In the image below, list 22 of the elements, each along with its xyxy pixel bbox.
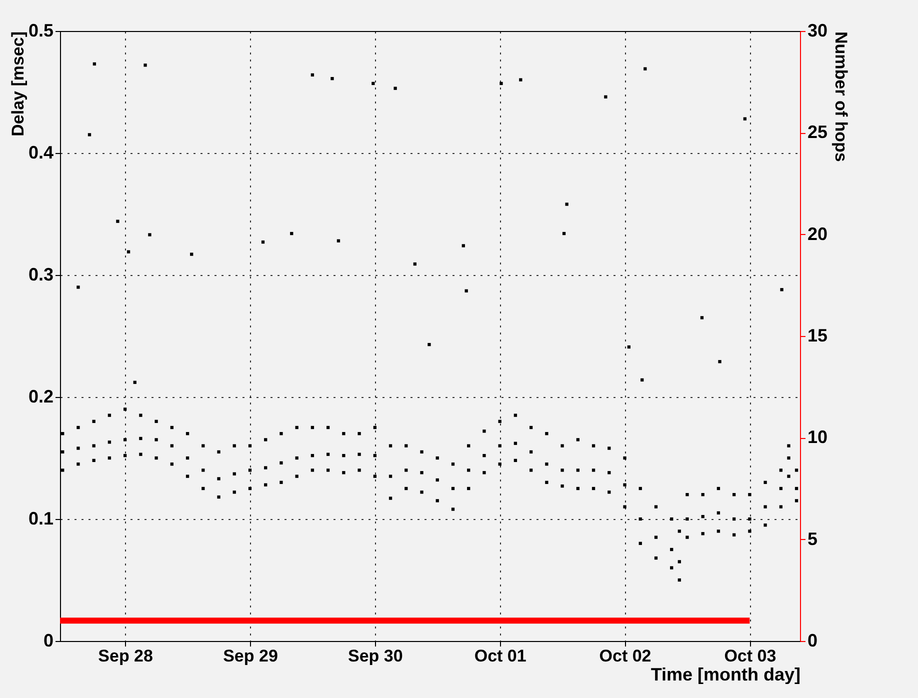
x-tick-label: Oct 01 xyxy=(474,646,526,666)
y-axis-title: Delay [msec] xyxy=(8,32,28,136)
y2-tick-label: 20 xyxy=(808,224,828,244)
y2-tick-label: 25 xyxy=(808,122,828,142)
y-tick-label: 0.4 xyxy=(28,142,54,162)
y2-tick-label: 30 xyxy=(808,20,828,40)
x-tick-label: Sep 29 xyxy=(223,646,278,666)
y-tick-label: 0.2 xyxy=(28,386,54,406)
y-tick-label: 0.5 xyxy=(28,20,54,40)
y2-tick-label: 10 xyxy=(808,427,828,448)
x-tick-label: Sep 28 xyxy=(98,646,153,666)
x-axis-title: Time [month day] xyxy=(650,664,800,684)
x-tick-label: Oct 03 xyxy=(724,646,776,666)
y-tick-label: 0 xyxy=(43,630,54,650)
y2-axis-title: Number of hops xyxy=(832,32,851,162)
x-tick-label: Oct 02 xyxy=(599,646,652,666)
y-tick-label: 0.3 xyxy=(28,264,54,284)
y-tick-label: 0.1 xyxy=(28,508,54,528)
x-tick-label: Sep 30 xyxy=(348,646,403,666)
y2-tick-label: 15 xyxy=(808,326,828,346)
y2-tick-label: 0 xyxy=(808,630,818,650)
y2-tick-label: 5 xyxy=(808,528,818,549)
